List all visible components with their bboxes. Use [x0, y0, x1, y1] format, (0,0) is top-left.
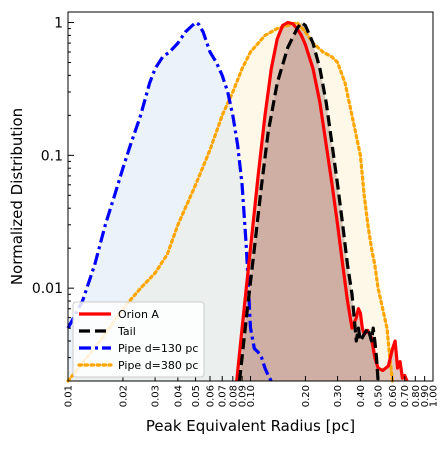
legend: Orion A Tail Pipe d=130 pc Pipe d=380 pc [72, 301, 205, 378]
series-fills [68, 22, 407, 381]
x-tick-label: 0.40 [356, 385, 367, 407]
x-tick-label: 0.10 [246, 385, 257, 407]
series-line-tail [237, 20, 380, 382]
axis-ticks: 0.01 0.02 0.03 0.04 0.05 0.06 0.07 0.080.090.10… [32, 16, 440, 408]
series-lines [66, 20, 409, 383]
x-tick-label: 0.05 [191, 385, 202, 407]
y-tick-label: 1 [54, 16, 63, 32]
series-line-pipe-d-130-pc [66, 20, 273, 382]
x-tick-label: 0.03 [151, 385, 162, 407]
x-tick-label: 0.08 [228, 385, 239, 407]
legend-box [72, 301, 205, 378]
y-axis-label: Normalized Distribution [8, 108, 26, 285]
x-tick-label: 0.02 [118, 385, 129, 407]
x-tick-label: 0.09 [238, 385, 249, 407]
x-tick-label: 0.07 [218, 385, 229, 407]
legend-label: Tail [117, 325, 136, 338]
x-tick-label: 0.20 [301, 385, 312, 407]
x-tick-label: 0.80 [411, 385, 422, 407]
x-tick-label: 0.04 [173, 385, 184, 407]
legend-label: Pipe d=130 pc [118, 342, 198, 355]
series-line-pipe-d-380-pc [66, 20, 395, 383]
x-axis-label: Peak Equivalent Radius [pc] [146, 417, 355, 435]
x-tick-label: 0.50 [374, 385, 385, 407]
series-fill-orion-a [236, 22, 407, 381]
x-tick-label: 1.00 [429, 385, 440, 407]
series-fill-pipe-d-130-pc [68, 22, 272, 381]
y-tick-label: 0.01 [32, 281, 63, 297]
series-line-orion-a [235, 20, 409, 382]
x-tick-label: 0.90 [420, 385, 431, 407]
x-tick-label: 0.60 [388, 385, 399, 407]
x-tick-label: 0.01 [64, 385, 75, 407]
x-tick-label: 0.06 [206, 385, 217, 407]
legend-label: Orion A [118, 308, 159, 321]
x-tick-label: 0.70 [400, 385, 411, 407]
y-tick-label: 0.1 [41, 148, 63, 164]
x-tick-label: 0.30 [333, 385, 344, 407]
legend-label: Pipe d=380 pc [118, 359, 198, 372]
